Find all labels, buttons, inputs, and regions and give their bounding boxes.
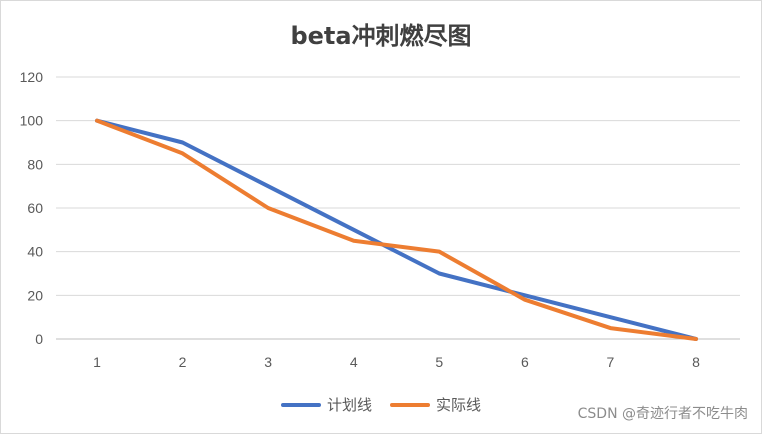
legend-item-plan[interactable]: 计划线 <box>280 394 372 415</box>
x-tick-label: 8 <box>692 354 700 370</box>
y-tick-label: 120 <box>20 69 44 85</box>
legend-item-actual[interactable]: 实际线 <box>390 394 481 415</box>
chart-legend: 计划线 实际线 <box>0 394 762 415</box>
x-tick-label: 6 <box>521 354 529 370</box>
series-line-actual <box>95 118 698 341</box>
y-tick-label: 20 <box>27 287 43 303</box>
x-tick-label: 5 <box>435 354 443 370</box>
x-tick-label: 3 <box>264 354 272 370</box>
x-tick-label: 4 <box>350 354 358 370</box>
legend-swatch-actual <box>390 402 430 407</box>
chart-title: beta冲刺燃尽图 <box>290 22 472 50</box>
y-tick-label: 40 <box>27 244 43 260</box>
x-tick-label: 1 <box>93 354 101 370</box>
y-tick-label: 0 <box>35 331 43 347</box>
watermark: CSDN @奇迹行者不吃牛肉 <box>577 406 748 422</box>
x-tick-label: 7 <box>607 354 615 370</box>
series-line-plan <box>95 118 698 341</box>
y-tick-label: 60 <box>27 200 43 216</box>
y-tick-label: 80 <box>27 156 43 172</box>
legend-label-actual: 实际线 <box>436 396 482 414</box>
legend-swatch-plan <box>280 402 321 407</box>
legend-label-plan: 计划线 <box>326 396 372 414</box>
y-tick-label: 100 <box>20 113 44 129</box>
x-tick-label: 2 <box>179 354 187 370</box>
